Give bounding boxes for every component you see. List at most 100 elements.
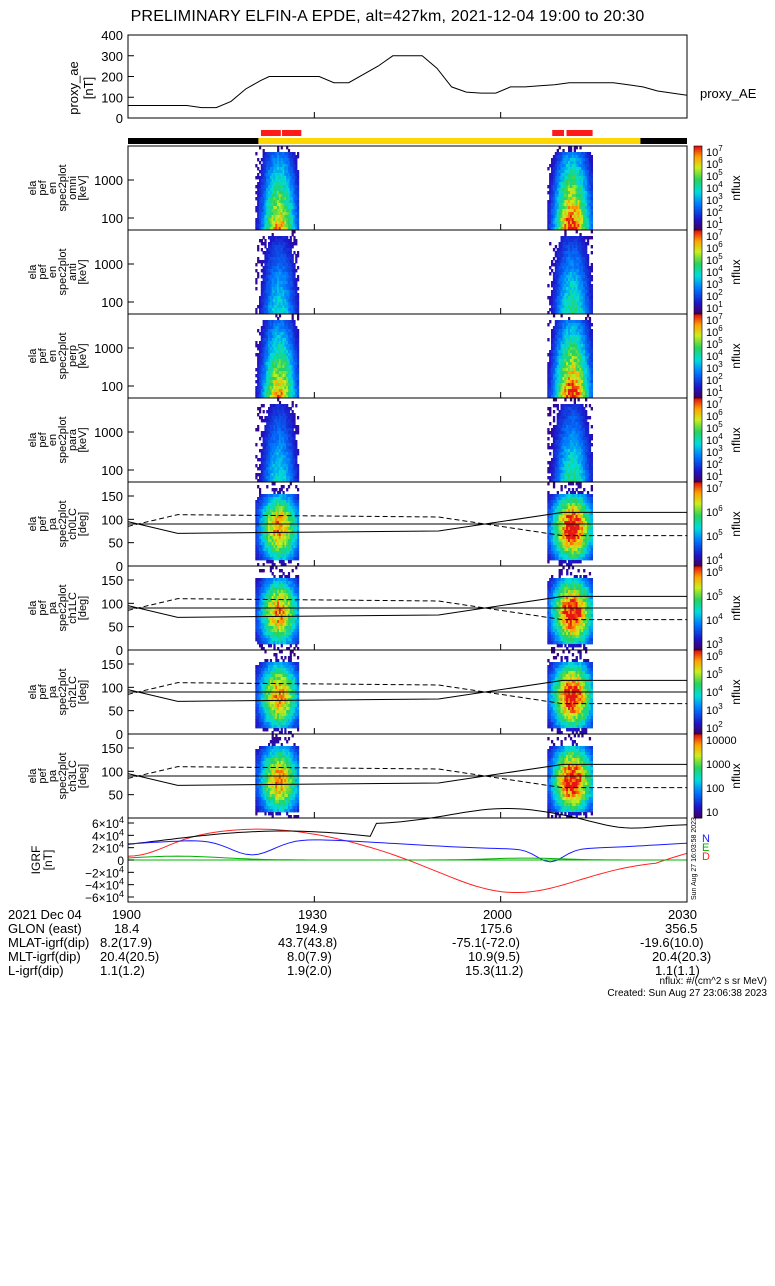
spectrogram-cell bbox=[273, 176, 275, 179]
spectrogram-cell bbox=[591, 218, 593, 221]
spectrogram-cell bbox=[564, 233, 566, 236]
panel-frame bbox=[128, 230, 687, 314]
spectrogram-cell bbox=[290, 200, 292, 203]
spectrogram-cell bbox=[570, 398, 572, 401]
spectrogram-cell bbox=[255, 152, 257, 155]
spectrogram-cell bbox=[292, 254, 294, 257]
spectrogram-cell bbox=[261, 416, 263, 419]
spectrogram-cell bbox=[297, 203, 299, 206]
spectrogram-cell bbox=[591, 251, 593, 254]
spectrogram-cell bbox=[587, 428, 589, 431]
spectrogram-cell bbox=[297, 425, 299, 428]
spectrogram-cell bbox=[257, 359, 259, 362]
spectrogram-cell bbox=[255, 287, 257, 290]
spectrogram-cell bbox=[290, 377, 292, 380]
spectrogram-cell bbox=[297, 194, 299, 197]
spectrogram-cell bbox=[273, 410, 275, 413]
spectrogram-cell bbox=[591, 200, 593, 203]
spectrogram-cell bbox=[290, 428, 292, 431]
spectrogram-cell bbox=[273, 185, 275, 188]
spectrogram-cell bbox=[261, 263, 263, 266]
spectrogram-cell bbox=[297, 389, 299, 392]
spectrogram-cell bbox=[591, 230, 593, 233]
spectrogram-cell bbox=[290, 335, 292, 338]
spectrogram-cell bbox=[297, 374, 299, 377]
spectrogram-cell bbox=[257, 374, 259, 377]
spectrogram-cell bbox=[591, 452, 593, 455]
spectrogram-cell bbox=[549, 452, 551, 455]
spectrogram-cell bbox=[297, 344, 299, 347]
spectrogram-cell bbox=[297, 347, 299, 350]
spectrogram-cell bbox=[591, 437, 593, 440]
spectrogram-cell bbox=[290, 299, 292, 302]
spectrogram-cell bbox=[257, 248, 259, 251]
spectrogram-cell bbox=[279, 314, 281, 317]
spectrogram-cell bbox=[293, 437, 295, 440]
spectrogram-cell bbox=[273, 275, 275, 278]
spectrogram-cell bbox=[589, 326, 591, 329]
spectrogram-cell bbox=[591, 305, 593, 308]
spectrogram-cell bbox=[591, 158, 593, 161]
spectrogram-cell bbox=[290, 329, 292, 332]
spectrogram-cell bbox=[257, 353, 259, 356]
spectrogram-cell bbox=[553, 314, 555, 317]
spectrogram-cell bbox=[277, 317, 279, 320]
spectrogram-cell bbox=[257, 386, 259, 389]
spectrogram-cell bbox=[293, 266, 295, 269]
ae-ytick-label: 200 bbox=[101, 70, 123, 85]
spectrogram-cell bbox=[297, 152, 299, 155]
spectrogram-cell bbox=[273, 407, 275, 410]
spectrogram-cell bbox=[272, 233, 274, 236]
spectrogram-cell bbox=[273, 164, 275, 167]
spectrogram-cell bbox=[290, 437, 292, 440]
science-segment bbox=[567, 130, 593, 136]
spectrogram-cell bbox=[255, 263, 257, 266]
spectrogram-cell bbox=[290, 305, 292, 308]
spectrogram-cell bbox=[290, 446, 292, 449]
spectrogram-cell bbox=[297, 173, 299, 176]
spectrogram-cell bbox=[290, 275, 292, 278]
spectrogram-cell bbox=[273, 374, 275, 377]
spectrogram-cell bbox=[297, 254, 299, 257]
spectrogram-cell bbox=[273, 428, 275, 431]
spectrogram-cell bbox=[273, 461, 275, 464]
spectrogram-cell bbox=[257, 548, 259, 551]
spectrogram-cell bbox=[297, 380, 299, 383]
spectrogram-cell bbox=[273, 215, 275, 218]
spectrogram-cell bbox=[273, 155, 275, 158]
spectrogram-cell bbox=[290, 374, 292, 377]
spectrogram-cell bbox=[295, 440, 297, 443]
spectrogram-cell bbox=[290, 344, 292, 347]
spectrogram-cell bbox=[297, 332, 299, 335]
spectrogram-cell bbox=[290, 332, 292, 335]
spectrogram-cell bbox=[591, 470, 593, 473]
spectrogram-cell bbox=[273, 413, 275, 416]
spectrogram-cell bbox=[266, 485, 268, 488]
spectrogram-cell bbox=[273, 320, 275, 323]
science-segment bbox=[552, 130, 564, 136]
spectrogram-cell bbox=[587, 257, 589, 260]
spectrogram-cell bbox=[591, 167, 593, 170]
spectrogram-cell bbox=[591, 458, 593, 461]
spectrogram-cell bbox=[574, 401, 576, 404]
spectrogram-cell bbox=[257, 272, 259, 275]
panel-ylabel: [keV] bbox=[77, 259, 89, 284]
spectrogram-cell bbox=[275, 314, 277, 317]
spectrogram-cell bbox=[290, 212, 292, 215]
spectrogram-cell bbox=[273, 242, 275, 245]
spectrogram-cell bbox=[257, 188, 259, 191]
spectrogram-cell bbox=[273, 449, 275, 452]
spectrogram-cell bbox=[549, 266, 551, 269]
spectrogram-cell bbox=[257, 209, 259, 212]
spectrogram-cell bbox=[297, 314, 299, 317]
spectrogram-cell bbox=[297, 416, 299, 419]
spectrogram-cell bbox=[259, 410, 261, 413]
spectrogram-cell bbox=[585, 245, 587, 248]
spectrogram-cell bbox=[295, 269, 297, 272]
spectrogram-cell bbox=[570, 146, 572, 149]
spectrogram-cell bbox=[257, 392, 259, 395]
spectrogram-cell bbox=[553, 257, 555, 260]
spectrogram-cell bbox=[273, 473, 275, 476]
spectrogram-cell bbox=[297, 368, 299, 371]
spectrogram-cell bbox=[257, 557, 259, 560]
